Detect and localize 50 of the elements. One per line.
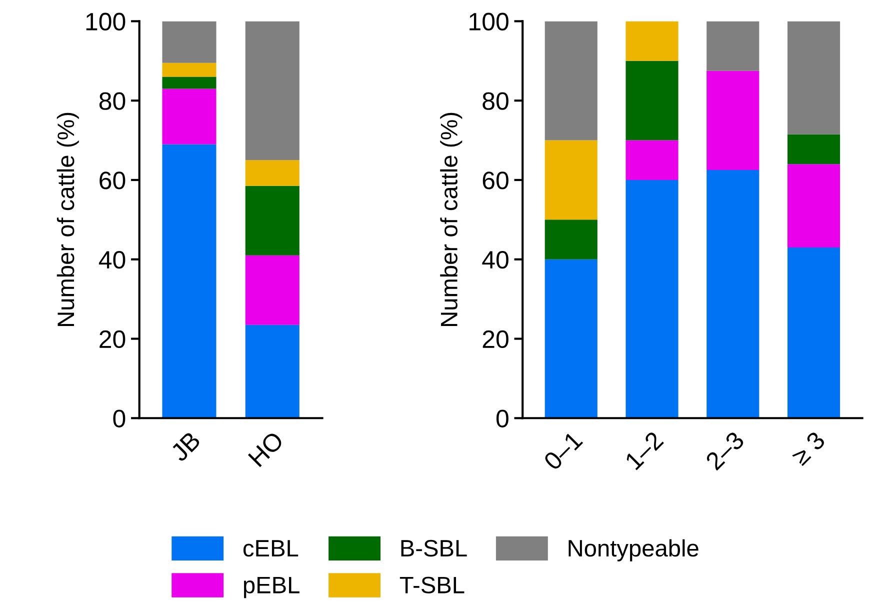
bar	[787, 134, 840, 164]
bar	[245, 160, 300, 186]
bar	[544, 220, 598, 260]
bar	[706, 170, 760, 418]
y-tick-label: 20	[482, 330, 508, 348]
bar	[544, 259, 598, 418]
bar	[245, 21, 300, 160]
x-tick-label: ≥ 3	[790, 430, 826, 466]
bar	[626, 21, 678, 61]
y-axis-title: Number of cattle (%)	[56, 112, 79, 326]
y-tick-label: 80	[99, 92, 126, 110]
y-tick-label: 80	[482, 92, 508, 110]
bar	[787, 247, 840, 418]
bar	[162, 76, 216, 89]
legend-label: Nontypeable	[568, 539, 698, 562]
bar	[245, 324, 300, 418]
y-tick-label: 60	[100, 172, 126, 190]
bar	[787, 21, 840, 134]
bar	[706, 21, 760, 71]
y-tick-label: 40	[98, 250, 126, 269]
bar	[162, 144, 216, 418]
x-tick-label: 1–2	[624, 430, 664, 470]
bar	[162, 62, 216, 77]
y-tick-label: 0	[496, 410, 508, 428]
y-tick-label: 20	[100, 330, 126, 348]
legend-label: B-SBL	[401, 540, 467, 557]
bar	[544, 140, 598, 220]
y-tick-label: 100	[86, 12, 126, 31]
y-tick-label: 40	[482, 250, 508, 269]
x-tick-label: HO	[248, 430, 285, 468]
y-axis-title: Number of cattle (%)	[440, 112, 462, 326]
bar	[626, 140, 678, 180]
y-tick-label: 100	[470, 12, 508, 31]
bar	[544, 21, 598, 140]
bar	[162, 88, 216, 144]
bar	[162, 21, 216, 63]
bar	[245, 255, 300, 325]
bar	[626, 60, 678, 140]
bar	[706, 70, 760, 170]
x-tick-label: JB	[170, 430, 202, 463]
bar	[626, 180, 678, 418]
x-tick-label: 2–3	[704, 430, 746, 471]
x-tick-label: 0–1	[542, 430, 584, 472]
legend-label: pEBL	[244, 576, 300, 598]
bar	[245, 186, 300, 256]
legend-label: T-SBL	[400, 576, 464, 594]
legend-label: cEBL	[243, 540, 298, 557]
y-tick-label: 0	[113, 410, 126, 428]
bar	[787, 164, 840, 248]
y-tick-label: 60	[482, 172, 508, 190]
